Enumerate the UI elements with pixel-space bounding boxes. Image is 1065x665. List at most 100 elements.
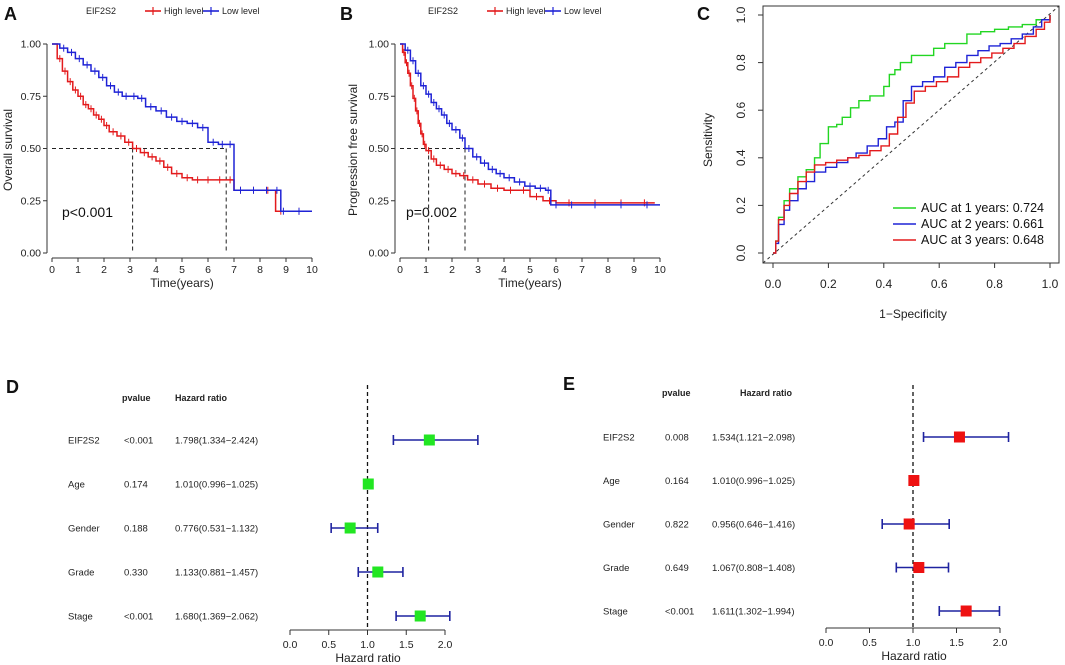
legend-label: AUC at 3 years: 0.648 — [921, 233, 1044, 247]
y-axis-label-b: Progression free survival — [346, 84, 360, 216]
legend-label: Low level — [564, 6, 602, 16]
x-tick-label: 0.6 — [931, 277, 948, 291]
hazard-ratio-marker — [960, 605, 972, 617]
hazard-ratio-marker — [953, 431, 965, 443]
y-tick-label: 0.4 — [734, 149, 748, 166]
forest-row-pvalue: 0.008 — [665, 433, 689, 444]
x-tick-label: 8 — [605, 264, 611, 276]
survival-curve-high — [400, 43, 655, 204]
x-tick-label: 0 — [49, 264, 55, 276]
y-tick-label: 0.25 — [21, 195, 42, 207]
legend-label: High level — [506, 6, 546, 16]
legend-label: Low level — [222, 6, 260, 16]
forest-row-pvalue: 0.649 — [665, 563, 689, 574]
x-tick-label: 0.5 — [862, 637, 877, 649]
x-tick-label: 1.0 — [360, 639, 375, 651]
x-tick-label: 8 — [257, 264, 263, 276]
forest-row-hr-text: 0.776(0.531−1.132) — [175, 524, 258, 535]
legend-label: High level — [164, 6, 204, 16]
y-tick-label: 0.75 — [21, 91, 42, 103]
pvalue-a: p<0.001 — [62, 204, 113, 220]
x-tick-label: 2.0 — [438, 639, 453, 651]
x-tick-label: 0.5 — [321, 639, 336, 651]
x-tick-label: 1.5 — [399, 639, 414, 651]
x-tick-label: 0.4 — [875, 277, 892, 291]
panel-b-survival: B EIF2S2 Time(years) Progression free su… — [340, 4, 666, 290]
y-tick-label: 1.0 — [734, 6, 748, 23]
x-axis-label-a: Time(years) — [150, 276, 214, 290]
col-header-pvalue-d: pvalue — [122, 393, 151, 403]
legend-title-b: EIF2S2 — [428, 6, 458, 16]
x-axis-label-e: Hazard ratio — [881, 649, 947, 663]
forest-row-pvalue: 0.164 — [665, 476, 689, 487]
forest-row-label: Gender — [603, 520, 635, 531]
hazard-ratio-marker — [344, 522, 356, 534]
hazard-ratio-marker — [372, 566, 384, 578]
x-tick-label: 1.0 — [1042, 277, 1059, 291]
forest-row-hr-text: 1.067(0.808−1.408) — [712, 563, 795, 574]
forest-row-pvalue: <0.001 — [665, 607, 694, 618]
x-tick-label: 0.0 — [765, 277, 782, 291]
x-tick-label: 1 — [423, 264, 429, 276]
x-tick-label: 1 — [75, 264, 81, 276]
forest-row-hr-text: 1.010(0.996−1.025) — [175, 480, 258, 491]
forest-row-hr-text: 1.133(0.881−1.457) — [175, 568, 258, 579]
panel-a-survival: A EIF2S2 Time(years) Overall survival p<… — [1, 4, 318, 290]
x-tick-label: 7 — [579, 264, 585, 276]
col-header-hr-d: Hazard ratio — [175, 393, 228, 403]
forest-row-hr-text: 1.611(1.302−1.994) — [712, 607, 795, 618]
col-header-pvalue-e: pvalue — [662, 388, 691, 398]
x-tick-label: 6 — [205, 264, 211, 276]
panel-label-b: B — [340, 4, 353, 24]
col-header-hr-e: Hazard ratio — [740, 388, 793, 398]
forest-row-label: EIF2S2 — [68, 436, 100, 447]
x-tick-label: 0.0 — [819, 637, 834, 649]
y-tick-label: 0.6 — [734, 102, 748, 119]
hazard-ratio-marker — [913, 562, 925, 573]
y-tick-label: 0.25 — [369, 195, 390, 207]
legend-label: AUC at 2 years: 0.661 — [921, 217, 1044, 231]
x-tick-label: 1.0 — [906, 637, 921, 649]
forest-row-pvalue: <0.001 — [124, 436, 153, 447]
forest-row-pvalue: 0.822 — [665, 520, 689, 531]
forest-row-label: Age — [68, 480, 85, 491]
hazard-ratio-marker — [903, 518, 915, 530]
x-tick-label: 4 — [501, 264, 507, 276]
legend-label: AUC at 1 years: 0.724 — [921, 201, 1044, 215]
survival-curve-low — [400, 43, 660, 206]
x-tick-label: 2.0 — [993, 637, 1008, 649]
hazard-ratio-marker — [414, 610, 426, 622]
y-tick-label: 0.8 — [734, 54, 748, 71]
forest-row-pvalue: 0.188 — [124, 524, 148, 535]
x-tick-label: 3 — [127, 264, 133, 276]
forest-row-pvalue: 0.330 — [124, 568, 148, 579]
survival-curve-low — [52, 43, 312, 212]
x-tick-label: 4 — [153, 264, 159, 276]
y-axis-label-a: Overall survival — [1, 109, 15, 191]
y-tick-label: 0.0 — [734, 244, 748, 261]
forest-row-label: EIF2S2 — [603, 433, 635, 444]
hazard-ratio-marker — [362, 478, 374, 490]
x-tick-label: 2 — [449, 264, 455, 276]
x-tick-label: 0.8 — [986, 277, 1003, 291]
forest-row-pvalue: <0.001 — [124, 612, 153, 623]
y-axis-label-c: Sensitivity — [701, 113, 715, 167]
x-tick-label: 0.2 — [820, 277, 837, 291]
panel-label-e: E — [563, 374, 575, 394]
panel-d-forest: D pvalue Hazard ratio Hazard ratio 0.0 0.… — [6, 377, 479, 665]
legend-title-a: EIF2S2 — [86, 6, 116, 16]
forest-row-hr-text: 1.534(1.121−2.098) — [712, 433, 795, 444]
x-tick-label: 1.5 — [949, 637, 964, 649]
panel-label-a: A — [4, 4, 17, 24]
forest-row-label: Stage — [68, 612, 93, 623]
roc-curve-3-year — [773, 15, 1051, 254]
x-tick-label: 2 — [101, 264, 107, 276]
forest-row-label: Stage — [603, 607, 628, 618]
forest-row-pvalue: 0.174 — [124, 480, 148, 491]
x-tick-label: 9 — [283, 264, 289, 276]
x-tick-label: 5 — [527, 264, 533, 276]
panel-label-c: C — [697, 4, 710, 24]
forest-row-label: Grade — [603, 563, 629, 574]
pvalue-b: p=0.002 — [406, 204, 457, 220]
